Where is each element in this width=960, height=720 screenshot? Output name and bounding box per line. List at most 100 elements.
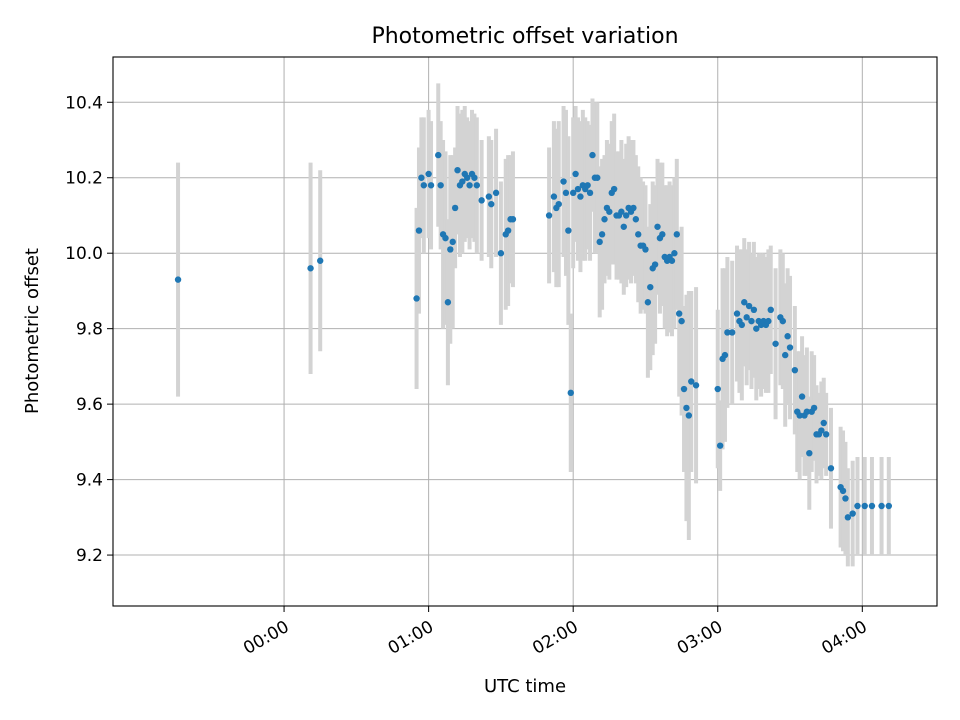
data-point: [577, 193, 584, 200]
y-tick-label: 9.8: [76, 320, 103, 340]
y-tick-label: 10.4: [65, 93, 103, 113]
y-tick-label: 9.4: [76, 471, 103, 491]
y-tick-label: 9.2: [76, 546, 103, 566]
data-point: [798, 393, 806, 400]
data-point: [565, 227, 572, 234]
data-point: [692, 382, 700, 389]
data-point: [545, 212, 553, 219]
data-point: [868, 502, 876, 510]
data-point: [589, 151, 596, 159]
data-point: [779, 317, 787, 325]
y-tick-label: 10.2: [65, 169, 103, 189]
data-point: [654, 223, 661, 230]
data-point: [668, 257, 676, 264]
data-point: [849, 510, 856, 517]
data-point: [753, 325, 760, 332]
data-point: [729, 329, 736, 336]
data-point: [844, 514, 852, 521]
data-point: [497, 250, 505, 257]
data-point: [444, 299, 452, 306]
chart-title: Photometric offset variation: [371, 24, 678, 49]
data-point: [738, 321, 746, 329]
data-point: [473, 182, 481, 189]
y-axis-label: Photometric offset: [22, 248, 43, 414]
data-point: [806, 449, 813, 457]
data-point: [748, 317, 755, 325]
data-point: [743, 314, 750, 321]
data-point: [839, 487, 847, 495]
x-axis-label: UTC time: [484, 676, 566, 697]
data-point: [317, 257, 324, 264]
data-point: [632, 216, 640, 223]
data-points: [174, 151, 893, 521]
data-point: [427, 182, 435, 189]
data-point: [647, 283, 654, 291]
data-point: [673, 231, 680, 238]
data-point: [659, 231, 666, 238]
data-point: [765, 317, 772, 325]
data-point: [767, 306, 774, 314]
data-point: [620, 223, 627, 230]
data-point: [716, 442, 724, 449]
data-point: [451, 204, 459, 212]
data-point: [420, 182, 428, 189]
data-point: [784, 333, 791, 340]
data-point: [721, 351, 729, 359]
data-point: [733, 310, 741, 317]
data-point: [745, 302, 753, 310]
data-point: [574, 185, 582, 193]
data-point: [675, 310, 683, 317]
data-point: [680, 385, 688, 393]
data-point: [471, 174, 478, 181]
data-point: [810, 404, 818, 412]
data-point: [630, 204, 637, 212]
data-point: [555, 200, 562, 208]
data-point: [803, 408, 811, 415]
data-point: [596, 238, 603, 246]
data-point: [678, 317, 685, 325]
data-point: [822, 431, 830, 438]
data-point: [435, 151, 442, 159]
data-point: [466, 182, 473, 189]
data-point: [586, 189, 594, 197]
y-tick-label: 9.6: [76, 395, 103, 415]
data-point: [449, 238, 456, 246]
data-point: [509, 216, 517, 223]
data-point: [606, 208, 613, 215]
data-point: [878, 502, 885, 510]
data-point: [437, 182, 444, 189]
data-point: [413, 295, 420, 302]
data-point: [562, 189, 570, 197]
data-point: [885, 502, 893, 510]
data-point: [842, 495, 849, 502]
data-point: [447, 246, 454, 253]
data-point: [463, 174, 471, 181]
data-point: [504, 227, 512, 234]
data-point: [442, 234, 449, 242]
plot-area: [113, 57, 937, 606]
data-point: [818, 427, 825, 434]
data-point: [601, 216, 608, 223]
data-point: [550, 193, 558, 200]
data-point: [854, 502, 861, 510]
data-point: [594, 174, 601, 181]
data-point: [683, 404, 690, 412]
data-point: [861, 502, 868, 510]
data-point: [598, 231, 606, 238]
data-point: [610, 185, 618, 193]
data-point: [796, 412, 803, 419]
data-point: [478, 197, 485, 204]
data-point: [572, 170, 579, 178]
data-point: [425, 170, 432, 178]
data-point: [622, 212, 630, 219]
data-point: [772, 340, 779, 347]
data-point: [642, 246, 649, 253]
data-point: [307, 265, 314, 272]
data-point: [492, 189, 500, 197]
data-point: [459, 178, 466, 185]
data-point: [750, 306, 758, 314]
data-point: [567, 389, 574, 397]
data-point: [782, 351, 789, 359]
y-axis-ticks: 9.2 9.4 9.6 9.8 10.0 10.2 10.4: [65, 93, 113, 566]
